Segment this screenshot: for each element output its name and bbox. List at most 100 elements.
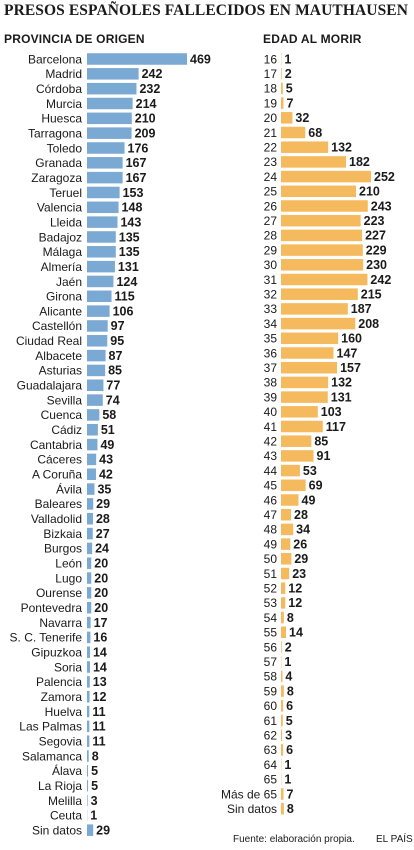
age-category-label: Sin datos bbox=[227, 802, 277, 816]
province-value-label: 16 bbox=[93, 631, 107, 645]
age-value-label: 103 bbox=[321, 405, 342, 419]
province-value-label: 11 bbox=[92, 734, 105, 748]
province-bar bbox=[87, 142, 125, 154]
age-value-label: 160 bbox=[341, 332, 362, 346]
age-category-label: 52 bbox=[264, 582, 278, 596]
age-category-label: 62 bbox=[264, 729, 278, 743]
province-category-label: Segovia bbox=[39, 734, 83, 748]
province-category-label: Huelva bbox=[45, 705, 83, 719]
age-category-label: 61 bbox=[264, 714, 278, 728]
age-bar bbox=[281, 214, 361, 227]
age-category-label: 33 bbox=[264, 302, 278, 316]
province-category-label: Ourense bbox=[36, 586, 82, 600]
province-value-label: 17 bbox=[94, 616, 108, 630]
age-category-label: 51 bbox=[264, 567, 278, 581]
province-value-label: 153 bbox=[123, 186, 144, 200]
province-bar bbox=[87, 82, 137, 95]
province-category-label: Tarragona bbox=[28, 126, 82, 140]
age-category-label: 45 bbox=[264, 479, 278, 493]
province-category-label: Zamora bbox=[41, 690, 83, 704]
age-bar bbox=[281, 200, 368, 212]
age-category-label: 63 bbox=[264, 743, 278, 757]
province-bar bbox=[87, 305, 110, 317]
province-bar bbox=[87, 661, 90, 673]
province-value-label: 35 bbox=[97, 482, 111, 496]
province-category-label: Ceuta bbox=[50, 809, 82, 823]
province-value-label: 95 bbox=[110, 334, 124, 348]
age-bar bbox=[281, 332, 339, 345]
age-value-label: 7 bbox=[287, 96, 294, 110]
age-value-label: 208 bbox=[358, 317, 379, 331]
province-bar bbox=[87, 216, 118, 228]
province-category-label: Teruel bbox=[49, 186, 82, 200]
province-bar bbox=[87, 275, 114, 288]
age-category-label: 65 bbox=[264, 773, 278, 787]
age-category-label: 43 bbox=[264, 449, 278, 463]
age-value-label: 12 bbox=[288, 582, 302, 596]
age-value-label: 182 bbox=[349, 155, 370, 169]
province-category-label: Lleida bbox=[50, 215, 82, 229]
age-bar bbox=[281, 156, 346, 168]
province-category-label: León bbox=[55, 557, 82, 571]
province-category-label: Guadalajara bbox=[17, 379, 83, 393]
province-category-label: Pontevedra bbox=[21, 601, 83, 615]
province-value-label: 1 bbox=[90, 809, 97, 823]
age-bar bbox=[281, 700, 284, 712]
province-category-label: Las Palmas bbox=[19, 720, 82, 734]
province-bar bbox=[87, 157, 123, 169]
province-bar bbox=[87, 171, 123, 184]
province-bar bbox=[87, 720, 90, 733]
age-value-label: 14 bbox=[289, 626, 303, 640]
age-category-label: 44 bbox=[264, 464, 278, 478]
province-category-label: Bizkaia bbox=[43, 527, 82, 541]
province-value-label: 97 bbox=[111, 319, 125, 333]
left-chart-heading: PROVINCIA DE ORIGEN bbox=[4, 32, 145, 46]
age-bar bbox=[281, 170, 371, 183]
age-category-label: 36 bbox=[264, 346, 278, 360]
age-value-label: 1 bbox=[284, 758, 291, 772]
age-bar bbox=[281, 729, 283, 741]
province-value-label: 3 bbox=[91, 794, 98, 808]
age-category-label: 48 bbox=[264, 523, 278, 537]
province-value-label: 51 bbox=[101, 423, 115, 437]
age-category-label: 39 bbox=[264, 390, 278, 404]
age-category-label: 29 bbox=[264, 243, 278, 257]
age-value-label: 230 bbox=[366, 258, 387, 272]
age-bar bbox=[281, 788, 284, 800]
age-category-label: 31 bbox=[264, 273, 278, 287]
province-category-label: Valladolid bbox=[31, 512, 82, 526]
province-value-label: 42 bbox=[99, 468, 113, 482]
age-value-label: 8 bbox=[287, 802, 294, 816]
province-value-label: 77 bbox=[106, 379, 120, 393]
province-category-label: Badajoz bbox=[39, 230, 82, 244]
age-value-label: 187 bbox=[351, 302, 372, 316]
age-bar bbox=[281, 347, 334, 359]
province-value-label: 135 bbox=[119, 245, 140, 259]
province-bar bbox=[87, 483, 95, 495]
age-category-label: 26 bbox=[264, 199, 278, 213]
age-category-label: 40 bbox=[264, 405, 278, 419]
age-value-label: 117 bbox=[326, 420, 346, 434]
age-value-label: 2 bbox=[285, 67, 292, 81]
province-category-label: Navarra bbox=[39, 616, 82, 630]
province-category-label: Asturias bbox=[39, 364, 82, 378]
province-category-label: Girona bbox=[46, 290, 82, 304]
province-value-label: 74 bbox=[106, 393, 120, 407]
age-category-label: 55 bbox=[264, 626, 278, 640]
age-value-label: 6 bbox=[286, 743, 293, 757]
province-bar bbox=[87, 231, 116, 243]
province-value-label: 20 bbox=[94, 557, 108, 571]
chart-title: PRESOS ESPAÑOLES FALLECIDOS EN MAUTHAUSE… bbox=[4, 2, 409, 19]
age-value-label: 131 bbox=[331, 390, 352, 404]
age-bar bbox=[281, 508, 291, 521]
age-value-label: 132 bbox=[331, 141, 352, 155]
province-value-label: 143 bbox=[120, 215, 141, 229]
province-bar bbox=[87, 601, 92, 614]
age-value-label: 252 bbox=[374, 170, 395, 184]
age-category-label: 21 bbox=[264, 126, 278, 140]
province-bar bbox=[87, 779, 89, 792]
province-category-label: Córdoba bbox=[36, 82, 82, 96]
age-category-label: 23 bbox=[264, 155, 278, 169]
province-bar bbox=[87, 468, 96, 480]
province-value-label: 24 bbox=[95, 542, 109, 556]
